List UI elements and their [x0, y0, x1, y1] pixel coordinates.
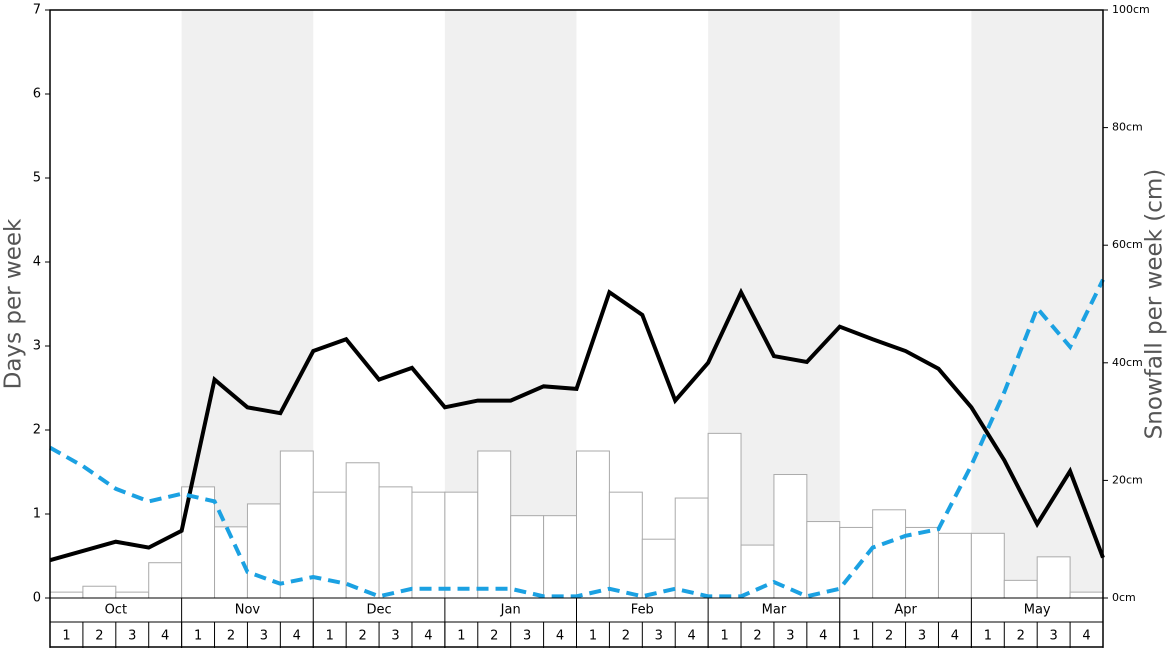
bar	[444, 491, 479, 599]
y-tick-label: 2	[33, 423, 41, 438]
week-label: 1	[589, 629, 597, 644]
y2-tick-label: 100cm	[1112, 3, 1150, 16]
y-tick-label: 7	[33, 3, 41, 18]
y-tick-label: 3	[33, 339, 41, 354]
plot-frame	[49, 9, 1104, 648]
bar	[279, 450, 314, 599]
bar	[378, 486, 413, 599]
bar	[905, 526, 939, 599]
week-label: 4	[951, 629, 959, 644]
week-label: 2	[1017, 629, 1025, 644]
week-label: 3	[655, 629, 663, 644]
week-label: 2	[885, 629, 893, 644]
y2-tick-label: 40cm	[1112, 356, 1143, 369]
week-label: 3	[1050, 629, 1058, 644]
bar	[1003, 579, 1038, 599]
week-label: 3	[391, 629, 399, 644]
week-label: 1	[852, 629, 860, 644]
bar	[674, 497, 709, 599]
y2-tick-label: 20cm	[1112, 473, 1143, 486]
week-label: 3	[786, 629, 794, 644]
bar	[345, 462, 380, 599]
y2-tick-label: 0cm	[1112, 591, 1136, 604]
week-label: 2	[622, 629, 630, 644]
week-label: 4	[424, 629, 432, 644]
week-label: 1	[194, 629, 202, 644]
week-label: 2	[95, 629, 103, 644]
week-label: 4	[819, 629, 827, 644]
week-label: 1	[457, 629, 465, 644]
month-label: May	[1024, 603, 1051, 618]
week-label: 3	[523, 629, 531, 644]
bar	[806, 521, 841, 599]
bar	[115, 591, 150, 599]
week-label: 2	[490, 629, 498, 644]
y2-tick-label: 60cm	[1112, 238, 1143, 251]
week-label: 1	[62, 629, 70, 644]
week-label: 3	[918, 629, 926, 644]
bar	[148, 562, 183, 599]
bar	[937, 532, 972, 599]
bar	[411, 491, 446, 599]
bar	[1036, 556, 1071, 599]
month-label: Apr	[894, 603, 917, 618]
bar	[970, 532, 1005, 599]
bar	[576, 450, 610, 599]
bar	[1069, 591, 1104, 599]
bar	[608, 491, 643, 599]
week-label: 3	[128, 629, 136, 644]
week-label: 4	[556, 629, 564, 644]
bar	[773, 474, 808, 599]
bar	[49, 591, 84, 599]
y-tick-label: 0	[33, 591, 41, 606]
week-label: 2	[753, 629, 761, 644]
month-label: Jan	[500, 603, 521, 618]
y2-axis-title: Snowfall per week (cm)	[1142, 169, 1168, 440]
month-label: Mar	[762, 603, 787, 618]
week-label: 4	[161, 629, 169, 644]
bar	[82, 585, 117, 599]
month-label: Dec	[366, 603, 391, 618]
bar	[839, 526, 874, 599]
week-label: 1	[720, 629, 728, 644]
y-axis-title: Days per week	[1, 218, 27, 389]
week-label: 4	[688, 629, 696, 644]
y-tick-label: 6	[33, 87, 41, 102]
bar	[510, 515, 545, 599]
week-label: 3	[260, 629, 268, 644]
month-label: Nov	[235, 603, 261, 618]
bar	[872, 509, 907, 599]
week-label: 1	[326, 629, 334, 644]
line	[49, 287, 1105, 563]
bar	[477, 450, 512, 599]
line	[49, 278, 1105, 599]
bar	[707, 432, 742, 599]
y-tick-label: 1	[33, 507, 41, 522]
week-label: 4	[293, 629, 301, 644]
y2-tick-label: 80cm	[1112, 121, 1143, 134]
month-label: Oct	[105, 603, 127, 618]
month-label: Feb	[631, 603, 654, 618]
bar	[543, 515, 577, 599]
week-label: 1	[984, 629, 992, 644]
week-label: 4	[1082, 629, 1090, 644]
y-tick-label: 4	[33, 255, 41, 270]
y-tick-label: 5	[33, 171, 41, 186]
week-label: 2	[358, 629, 366, 644]
week-label: 2	[227, 629, 235, 644]
background	[181, 10, 1103, 598]
